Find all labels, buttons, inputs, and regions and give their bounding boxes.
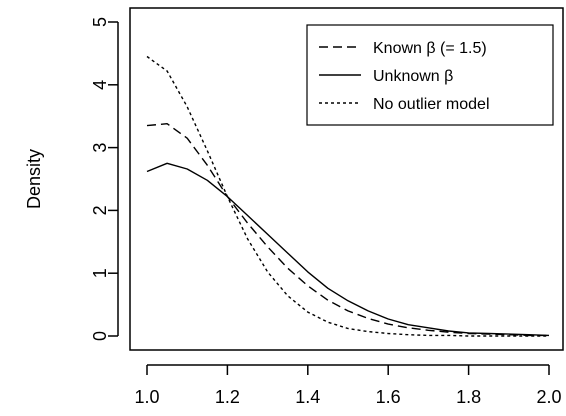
series-line-1 xyxy=(146,122,549,337)
y-tick-label: 5 xyxy=(90,17,110,27)
x-tick-label: 1.2 xyxy=(215,387,240,407)
x-tick-label: 2.0 xyxy=(536,387,561,407)
y-axis-title: Density xyxy=(24,149,44,209)
series-line-2 xyxy=(146,162,550,337)
x-tick-label: 1.8 xyxy=(456,387,481,407)
legend-label-1: Known β (= 1.5) xyxy=(373,40,487,57)
y-tick-label: 1 xyxy=(90,268,110,278)
x-tick-label: 1.0 xyxy=(134,387,159,407)
plot-frame xyxy=(129,7,564,351)
x-tick-label: 1.6 xyxy=(376,387,401,407)
x-tick-label: 1.4 xyxy=(295,387,320,407)
legend: Known β (= 1.5) Unknown β No outlier model xyxy=(306,24,554,126)
x-axis: 1.0 1.2 1.4 1.6 1.8 2.0 xyxy=(134,364,562,407)
y-tick-label: 0 xyxy=(90,331,110,341)
series-line-3 xyxy=(146,55,549,337)
y-tick-label: 4 xyxy=(90,80,110,90)
legend-label-2: Unknown β xyxy=(373,68,453,85)
y-tick-label: 3 xyxy=(90,143,110,153)
plot-area xyxy=(146,55,550,337)
y-axis: 0 1 2 3 4 5 xyxy=(90,17,119,341)
legend-label-3: No outlier model xyxy=(373,96,490,113)
y-tick-label: 2 xyxy=(90,205,110,215)
